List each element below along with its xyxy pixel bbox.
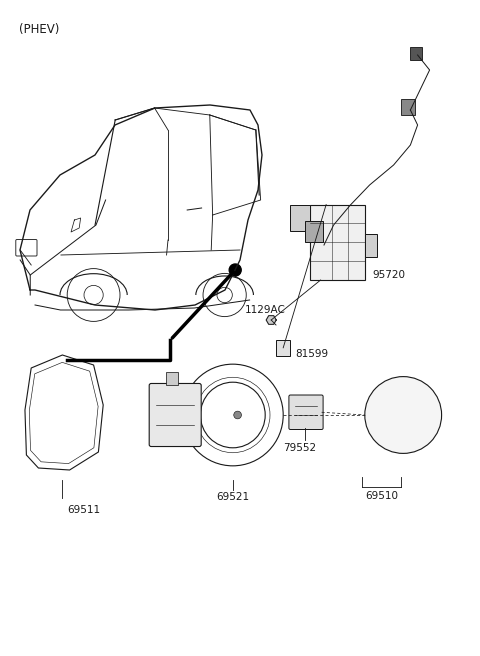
FancyBboxPatch shape xyxy=(289,395,323,430)
Bar xyxy=(305,221,323,242)
Text: (PHEV): (PHEV) xyxy=(19,23,60,36)
Bar xyxy=(410,47,422,60)
Text: 95720: 95720 xyxy=(372,270,405,280)
Text: 69521: 69521 xyxy=(216,492,250,502)
Text: 69510: 69510 xyxy=(365,491,398,501)
Bar xyxy=(365,234,377,257)
Circle shape xyxy=(84,285,103,304)
Bar xyxy=(166,373,178,386)
Bar xyxy=(276,340,290,356)
Bar xyxy=(290,205,310,231)
Polygon shape xyxy=(25,355,103,470)
Circle shape xyxy=(217,287,232,302)
Polygon shape xyxy=(266,316,276,324)
Text: 69511: 69511 xyxy=(67,505,101,515)
Bar xyxy=(401,98,415,115)
Bar xyxy=(310,205,365,280)
Text: 79552: 79552 xyxy=(283,443,317,453)
Circle shape xyxy=(365,377,442,453)
Circle shape xyxy=(229,264,241,276)
Text: 81599: 81599 xyxy=(295,349,328,359)
Circle shape xyxy=(234,411,241,419)
FancyBboxPatch shape xyxy=(149,384,201,447)
Text: 1129AC: 1129AC xyxy=(245,305,286,315)
